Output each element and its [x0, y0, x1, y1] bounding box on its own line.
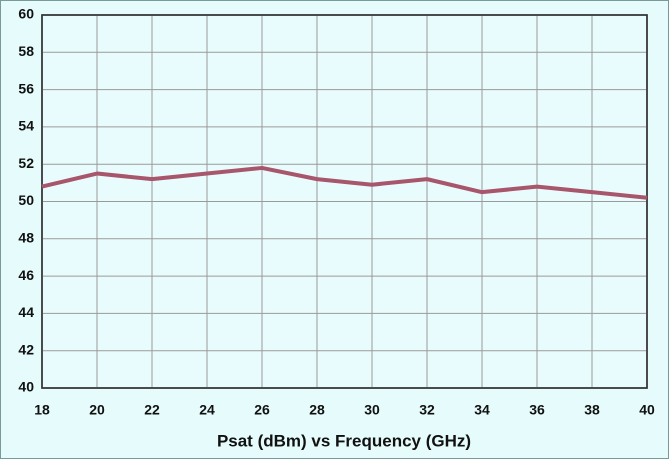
y-tick-label: 44	[18, 304, 34, 320]
x-tick-label: 34	[474, 402, 490, 418]
y-tick-label: 48	[18, 230, 34, 246]
y-tick-label: 50	[18, 192, 34, 208]
y-tick-label: 54	[18, 118, 34, 134]
y-tick-label: 46	[18, 267, 34, 283]
x-tick-label: 36	[529, 402, 545, 418]
x-tick-label: 28	[309, 402, 325, 418]
data-line	[41, 165, 648, 200]
x-tick-label: 18	[34, 402, 50, 418]
y-tick-label: 42	[18, 341, 34, 357]
plot-frame	[41, 14, 648, 389]
x-tick-label: 30	[364, 402, 380, 418]
chart-title: Psat (dBm) vs Frequency (GHz)	[217, 431, 471, 450]
y-tick-label: 52	[18, 155, 34, 171]
x-tick-label: 26	[254, 402, 270, 418]
y-tick-label: 60	[18, 6, 34, 22]
y-tick-label: 40	[18, 379, 34, 395]
x-tick-label: 22	[144, 402, 160, 418]
y-tick-label: 58	[18, 43, 34, 59]
x-tick-label: 40	[639, 402, 655, 418]
y-tick-label: 56	[18, 80, 34, 96]
x-tick-label: 24	[199, 402, 215, 418]
x-tick-label: 20	[89, 402, 105, 418]
x-tick-label: 32	[419, 402, 435, 418]
x-tick-label: 38	[584, 402, 600, 418]
